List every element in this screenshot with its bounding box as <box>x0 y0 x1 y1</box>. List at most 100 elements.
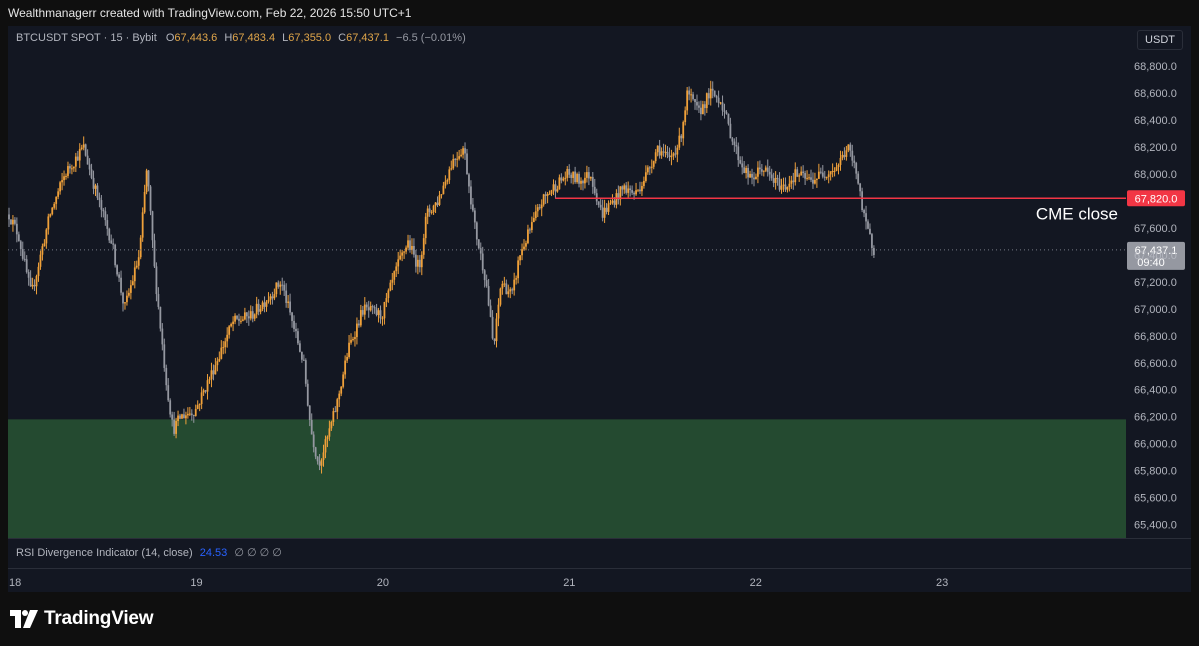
candle-body <box>51 207 54 215</box>
candle-body <box>135 265 138 268</box>
candle-body <box>446 180 449 182</box>
candle-body <box>532 218 535 223</box>
candle-body <box>409 240 411 250</box>
candle-body <box>310 420 313 435</box>
rsi-name: RSI Divergence Indicator (14, close) <box>16 547 193 559</box>
attribution-bar: Wealthmanagerr created with TradingView.… <box>0 0 1199 26</box>
candle-body <box>151 211 154 241</box>
candle-body <box>257 303 260 312</box>
candle-body <box>67 166 69 176</box>
candle-body <box>466 153 468 175</box>
candle-body <box>413 246 415 255</box>
candle-body <box>25 259 28 273</box>
candle-body <box>509 289 512 292</box>
candle-body <box>582 180 584 184</box>
candle-body <box>841 154 844 158</box>
candle-body <box>721 102 724 111</box>
candle-body <box>810 177 812 180</box>
candle-body <box>222 347 225 349</box>
candle-body <box>324 439 327 453</box>
candle-body <box>646 167 649 173</box>
candle-body <box>519 255 521 261</box>
candle-body <box>670 155 673 158</box>
y-tick-label: 67,600.0 <box>1134 223 1177 235</box>
candle-body <box>485 280 488 287</box>
candle-body <box>751 173 753 178</box>
candle-body <box>39 254 42 267</box>
candle-body <box>293 320 295 329</box>
candle-body <box>643 180 645 186</box>
candle-body <box>281 284 284 286</box>
candle-body <box>749 173 751 178</box>
candle-body <box>407 240 409 248</box>
candle-body <box>57 191 60 197</box>
candle-body <box>857 173 860 184</box>
candle-body <box>218 358 221 362</box>
candle-body <box>682 122 685 139</box>
candle-body <box>98 197 101 201</box>
candle-body <box>865 213 867 222</box>
candle-body <box>379 310 382 319</box>
candle-body <box>436 202 439 205</box>
candle-body <box>591 176 594 187</box>
candle-body <box>210 370 213 380</box>
candle-body <box>536 207 539 212</box>
candle-body <box>833 170 836 172</box>
candle-body <box>84 144 87 156</box>
candle-body <box>414 254 417 267</box>
candle-body <box>234 315 236 322</box>
candle-body <box>438 195 441 205</box>
candle-body <box>94 185 97 189</box>
candle-body <box>74 156 77 167</box>
candle-body <box>798 175 801 177</box>
y-tick-label: 68,400.0 <box>1134 115 1177 127</box>
candle-body <box>609 202 612 204</box>
candle-body <box>556 189 559 192</box>
tradingview-logo-icon <box>10 610 38 628</box>
candle-body <box>33 284 36 287</box>
candle-body <box>275 282 278 295</box>
candle-body <box>513 279 516 291</box>
candle-body <box>302 359 305 361</box>
candle-body <box>694 99 696 103</box>
candle-body <box>363 304 366 315</box>
candle-body <box>177 415 179 422</box>
candle-body <box>373 307 376 309</box>
candle-body <box>102 209 105 212</box>
candle-body <box>558 177 561 190</box>
low-label: L <box>282 32 289 44</box>
candle-body <box>774 177 777 183</box>
candle-body <box>613 200 616 205</box>
candle-body <box>90 169 93 178</box>
chart-frame[interactable]: 67,820.0 CME close 67,437.1 09:40 68,800.0 68… <box>8 26 1191 592</box>
candle-body <box>47 216 50 230</box>
candle-body <box>835 167 838 171</box>
candle-body <box>242 319 244 321</box>
candle-body <box>843 154 846 157</box>
candle-body <box>589 176 592 179</box>
candle-body <box>538 207 541 209</box>
candle-body <box>19 241 22 250</box>
candle-body <box>534 211 537 219</box>
y-tick-label: 67,200.0 <box>1134 277 1177 289</box>
candle-body <box>55 196 58 204</box>
candle-body <box>829 171 832 175</box>
candle-body <box>88 164 91 170</box>
candle-body <box>462 148 464 155</box>
candle-body <box>118 274 120 278</box>
candle-body <box>574 171 577 183</box>
candle-body <box>21 249 24 259</box>
candle-body <box>768 171 771 175</box>
candle-body <box>802 171 805 174</box>
candle-body <box>336 399 339 412</box>
candle-body <box>709 88 712 99</box>
candle-body <box>129 285 132 293</box>
candle-body <box>770 174 773 179</box>
candle-body <box>629 188 632 191</box>
candle-body <box>757 167 759 177</box>
candle-body <box>96 185 99 198</box>
candle-body <box>481 253 484 271</box>
currency-button[interactable]: USDT <box>1137 30 1183 50</box>
candle-body <box>348 342 350 357</box>
